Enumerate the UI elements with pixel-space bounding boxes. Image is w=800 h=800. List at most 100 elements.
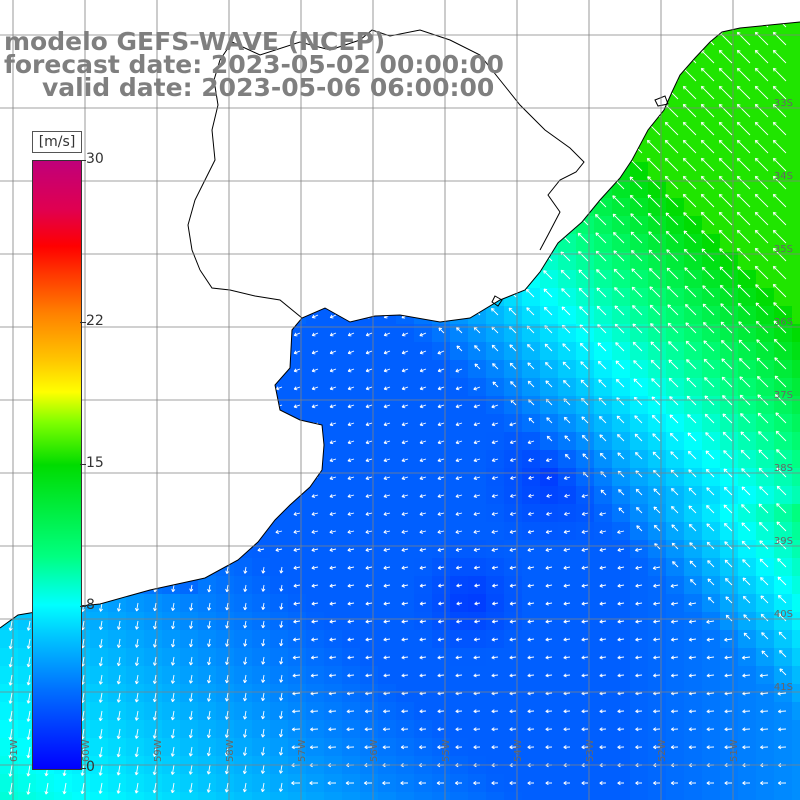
wind-arrow bbox=[492, 381, 499, 388]
wind-speed-cell bbox=[684, 198, 703, 217]
wind-speed-cell bbox=[378, 414, 397, 433]
wind-speed-cell bbox=[486, 432, 505, 451]
wind-speed-cell bbox=[774, 234, 793, 253]
wind-arrow bbox=[560, 251, 571, 262]
wind-speed-cell bbox=[540, 450, 559, 469]
wind-speed-cell bbox=[450, 162, 469, 181]
wind-arrow bbox=[419, 547, 427, 552]
wind-arrow bbox=[311, 547, 319, 552]
wind-speed-cell bbox=[576, 792, 595, 800]
wind-arrow bbox=[615, 378, 625, 388]
wind-arrow bbox=[401, 583, 409, 588]
wind-speed-cell bbox=[162, 216, 181, 235]
wind-speed-cell bbox=[756, 468, 775, 487]
wind-speed-cell bbox=[144, 450, 163, 469]
wind-arrow bbox=[131, 350, 139, 355]
wind-arrow bbox=[310, 127, 319, 136]
wind-arrow bbox=[130, 494, 139, 499]
wind-arrow bbox=[688, 601, 697, 606]
wind-speed-cell bbox=[684, 522, 703, 541]
wind-arrow bbox=[575, 122, 589, 136]
wind-speed-cell bbox=[90, 252, 109, 271]
wind-arrow bbox=[634, 433, 643, 442]
wind-speed-cell bbox=[486, 792, 505, 800]
wind-arrow bbox=[470, 179, 481, 190]
wind-arrow bbox=[113, 458, 121, 463]
wind-speed-cell bbox=[252, 216, 271, 235]
wind-speed-cell bbox=[648, 540, 667, 559]
wind-arrow bbox=[114, 152, 121, 157]
wind-arrow bbox=[257, 386, 265, 391]
wind-speed-cell bbox=[234, 306, 253, 325]
wind-speed-cell bbox=[252, 234, 271, 253]
wind-arrow bbox=[383, 236, 391, 244]
wind-arrow bbox=[688, 673, 697, 678]
wind-arrow bbox=[95, 404, 103, 409]
wind-arrow bbox=[487, 124, 499, 136]
wind-speed-cell bbox=[612, 0, 631, 19]
wind-arrow bbox=[311, 440, 319, 445]
wind-speed-cell bbox=[162, 0, 181, 19]
wind-arrow bbox=[365, 655, 373, 660]
wind-arrow bbox=[649, 286, 661, 298]
wind-arrow bbox=[593, 158, 607, 172]
wind-speed-cell bbox=[792, 684, 800, 703]
wind-arrow bbox=[628, 31, 643, 46]
wind-speed-cell bbox=[342, 486, 361, 505]
wind-arrow bbox=[329, 619, 337, 624]
wind-speed-cell bbox=[108, 144, 127, 163]
wind-speed-cell bbox=[558, 324, 577, 343]
wind-speed-cell bbox=[468, 414, 487, 433]
wind-speed-cell bbox=[324, 180, 343, 199]
wind-speed-cell bbox=[198, 126, 217, 145]
wind-arrow bbox=[347, 583, 355, 588]
wind-speed-cell bbox=[324, 378, 343, 397]
wind-speed-cell bbox=[756, 522, 775, 541]
wind-arrow bbox=[772, 247, 787, 262]
wind-arrow bbox=[203, 422, 211, 427]
wind-arrow bbox=[168, 134, 175, 139]
wind-arrow bbox=[257, 314, 265, 319]
wind-arrow bbox=[581, 565, 589, 570]
wind-arrow bbox=[292, 655, 301, 660]
wind-arrow bbox=[116, 656, 121, 667]
wind-speed-cell bbox=[108, 612, 127, 631]
wind-speed-cell bbox=[144, 306, 163, 325]
wind-speed-cell bbox=[216, 774, 235, 793]
wind-speed-cell bbox=[0, 126, 19, 145]
wind-arrow bbox=[562, 379, 571, 388]
map-title: modelo GEFS-WAVE (NCEP) forecast date: 2… bbox=[4, 29, 504, 100]
wind-speed-cell bbox=[756, 72, 775, 91]
wind-arrow bbox=[365, 511, 373, 516]
wind-arrow bbox=[670, 487, 679, 496]
wind-arrow bbox=[453, 198, 463, 208]
wind-speed-cell bbox=[666, 108, 685, 127]
wind-arrow bbox=[736, 121, 751, 136]
wind-arrow bbox=[648, 231, 661, 244]
wind-speed-cell bbox=[126, 630, 145, 649]
wind-arrow bbox=[736, 49, 751, 64]
wind-speed-cell bbox=[396, 432, 415, 451]
wind-speed-cell bbox=[342, 198, 361, 217]
wind-speed-cell bbox=[198, 612, 217, 631]
wind-speed-cell bbox=[702, 306, 721, 325]
wind-speed-cell bbox=[144, 414, 163, 433]
wind-arrow bbox=[23, 404, 31, 409]
wind-arrow bbox=[582, 453, 589, 460]
wind-speed-cell bbox=[774, 612, 793, 631]
wind-speed-cell bbox=[288, 378, 307, 397]
wind-arrow bbox=[653, 637, 661, 642]
wind-speed-cell bbox=[378, 396, 397, 415]
wind-arrow bbox=[239, 350, 247, 355]
wind-speed-cell bbox=[504, 432, 523, 451]
wind-speed-cell bbox=[180, 252, 199, 271]
wind-speed-cell bbox=[324, 252, 343, 271]
wind-arrow bbox=[168, 242, 175, 247]
wind-arrow bbox=[508, 307, 517, 316]
wind-arrow bbox=[564, 435, 571, 442]
wind-arrow bbox=[718, 22, 733, 28]
wind-speed-cell bbox=[108, 504, 127, 523]
wind-speed-cell bbox=[684, 414, 703, 433]
wind-speed-cell bbox=[378, 504, 397, 523]
wind-speed-cell bbox=[162, 234, 181, 253]
